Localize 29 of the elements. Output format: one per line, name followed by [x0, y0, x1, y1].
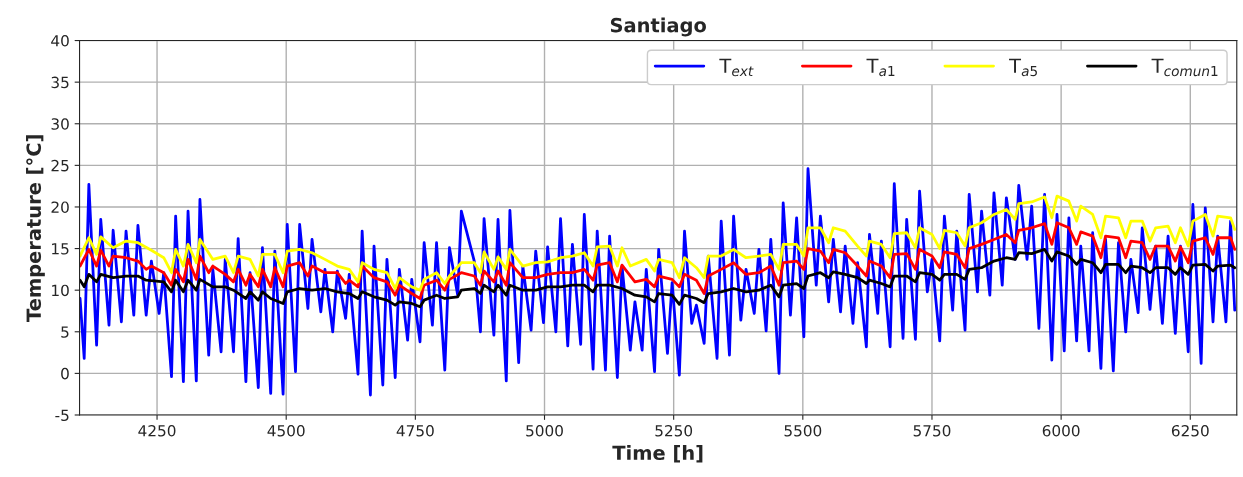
- legend-label: T$_{a5}$: [1009, 58, 1037, 77]
- y-tick-label: -5: [55, 409, 69, 422]
- x-tick-label: 4500: [267, 424, 305, 437]
- y-axis-title: Temperature [°C]: [26, 135, 45, 322]
- x-tick-label: 5750: [913, 424, 951, 437]
- x-tick-label: 5500: [784, 424, 822, 437]
- x-tick-label: 5000: [526, 424, 563, 437]
- y-tick-label: 35: [51, 76, 69, 89]
- line-series: [79, 248, 1237, 309]
- x-tick-label: 4250: [138, 424, 176, 437]
- y-tick-label: 15: [52, 243, 69, 255]
- x-axis-title: Time [h]: [612, 445, 703, 463]
- x-tick-label: 6250: [1171, 424, 1209, 437]
- x-tick-label: 4750: [396, 424, 434, 437]
- y-tick-label: 20: [51, 201, 69, 213]
- line-series: [79, 194, 1237, 292]
- line-series: [79, 221, 1237, 300]
- x-tick-label: 6000: [1042, 424, 1080, 437]
- x-tick-label: 5250: [655, 424, 693, 437]
- legend-label: T$_{ext}$: [719, 58, 754, 77]
- y-tick-label: 0: [61, 367, 69, 380]
- legend-label: T$_{comun1}$: [1151, 58, 1218, 77]
- y-tick-label: 10: [52, 284, 69, 297]
- legend-label: T$_{a1}$: [866, 58, 895, 77]
- y-tick-label: 40: [51, 35, 69, 47]
- chart-title: Santiago: [610, 17, 706, 37]
- y-tick-label: 5: [61, 326, 69, 338]
- y-tick-label: 25: [51, 159, 69, 172]
- y-tick-label: 30: [51, 118, 69, 130]
